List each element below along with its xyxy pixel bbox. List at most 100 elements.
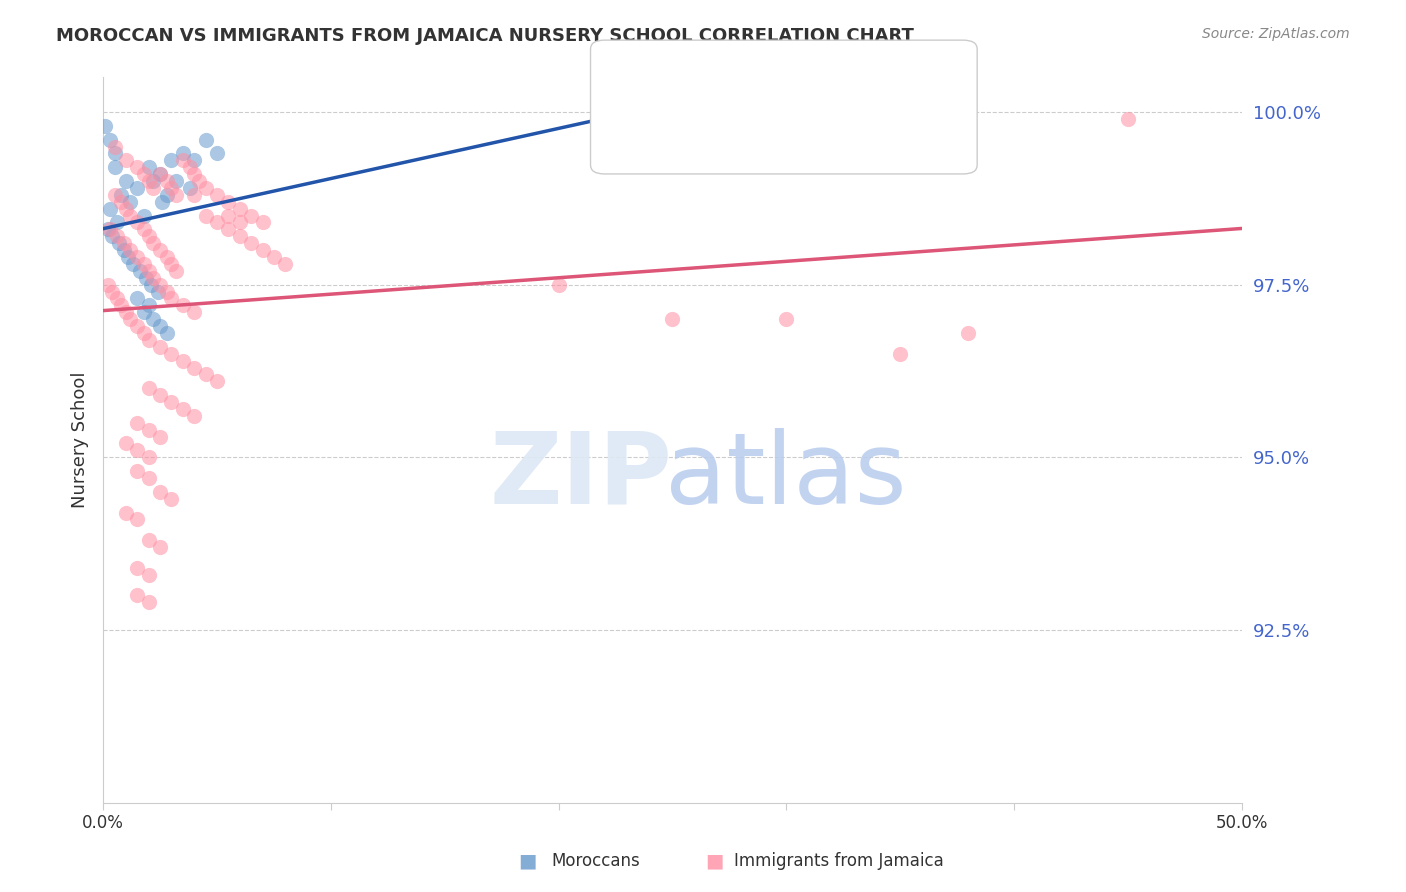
Point xyxy=(142,174,165,188)
Point xyxy=(165,264,187,278)
Point xyxy=(229,229,252,244)
Point xyxy=(127,443,149,458)
Point xyxy=(661,312,683,326)
Point xyxy=(138,264,160,278)
Point xyxy=(94,119,117,133)
Point xyxy=(132,209,155,223)
Point xyxy=(149,484,172,499)
Point xyxy=(160,153,183,168)
Point xyxy=(1116,112,1139,126)
Point xyxy=(127,160,149,174)
Point xyxy=(127,181,149,195)
Point xyxy=(160,347,183,361)
Point xyxy=(138,333,160,347)
Point xyxy=(127,561,149,575)
Point xyxy=(217,194,239,209)
Point xyxy=(127,464,149,478)
Point xyxy=(149,167,172,181)
Point xyxy=(138,381,160,395)
Point xyxy=(156,187,179,202)
Point xyxy=(127,292,149,306)
Point xyxy=(127,588,149,602)
Point xyxy=(217,222,239,236)
Point xyxy=(252,243,274,257)
Point xyxy=(120,209,142,223)
Text: ■: ■ xyxy=(704,851,724,871)
Point xyxy=(142,270,165,285)
Point xyxy=(172,298,194,312)
Point xyxy=(156,250,179,264)
Point xyxy=(127,512,149,526)
Point xyxy=(103,187,125,202)
Point xyxy=(98,222,121,236)
Point xyxy=(146,285,169,299)
Point xyxy=(97,222,120,236)
Point xyxy=(138,595,160,609)
Point xyxy=(165,187,187,202)
Point xyxy=(138,229,160,244)
Point xyxy=(101,285,124,299)
Point xyxy=(183,153,205,168)
Point xyxy=(112,243,135,257)
Point xyxy=(263,250,285,264)
Point xyxy=(179,181,201,195)
Point xyxy=(128,264,150,278)
Point xyxy=(252,215,274,229)
Point xyxy=(172,153,194,168)
Point xyxy=(183,305,205,319)
Text: ■: ■ xyxy=(616,63,634,83)
Point xyxy=(138,298,160,312)
Point xyxy=(160,395,183,409)
Point xyxy=(138,423,160,437)
Point xyxy=(115,153,138,168)
Point xyxy=(160,491,183,506)
Point xyxy=(105,215,128,229)
Point xyxy=(205,215,228,229)
Point xyxy=(183,187,205,202)
Point xyxy=(205,146,228,161)
Point xyxy=(117,250,139,264)
Point xyxy=(138,567,160,582)
Point xyxy=(127,215,149,229)
Point xyxy=(132,257,155,271)
Point xyxy=(103,146,125,161)
Point xyxy=(120,243,142,257)
Text: Immigrants from Jamaica: Immigrants from Jamaica xyxy=(734,852,943,870)
Point xyxy=(138,471,160,485)
Point xyxy=(139,277,162,292)
Point xyxy=(194,209,217,223)
Point xyxy=(138,174,160,188)
Point xyxy=(160,181,183,195)
Text: N = 96: N = 96 xyxy=(792,108,865,128)
Point xyxy=(103,160,125,174)
Point xyxy=(115,436,138,450)
Text: ■: ■ xyxy=(616,108,634,128)
Point xyxy=(156,174,179,188)
Point xyxy=(138,533,160,548)
Point xyxy=(127,416,149,430)
Point xyxy=(98,202,121,216)
Point xyxy=(149,277,172,292)
Point xyxy=(957,326,980,340)
Point xyxy=(183,167,205,181)
Text: R = 0.297: R = 0.297 xyxy=(643,108,749,128)
Text: Source: ZipAtlas.com: Source: ZipAtlas.com xyxy=(1202,27,1350,41)
Point xyxy=(156,285,179,299)
Point xyxy=(115,202,138,216)
Point xyxy=(112,236,135,251)
Text: Moroccans: Moroccans xyxy=(551,852,640,870)
Point xyxy=(115,174,138,188)
Point xyxy=(172,401,194,416)
Point xyxy=(194,132,217,146)
Point xyxy=(149,167,172,181)
Point xyxy=(156,326,179,340)
Point xyxy=(160,292,183,306)
Point xyxy=(142,181,165,195)
Point xyxy=(194,368,217,382)
Point xyxy=(217,209,239,223)
Point xyxy=(149,388,172,402)
Text: ZIP: ZIP xyxy=(489,428,672,524)
Text: atlas: atlas xyxy=(665,428,907,524)
Point xyxy=(240,209,263,223)
Point xyxy=(97,277,120,292)
